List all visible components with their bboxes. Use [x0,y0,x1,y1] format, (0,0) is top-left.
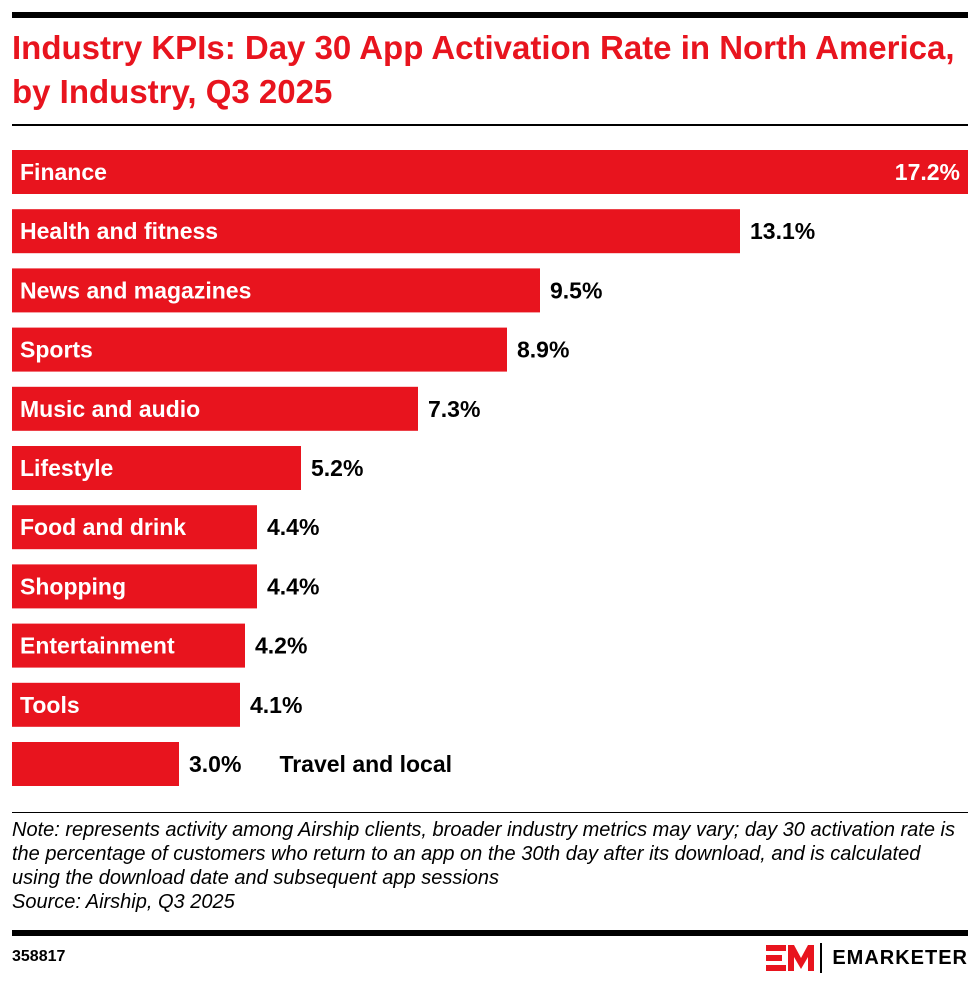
category-label-entertainment: Entertainment [20,633,175,659]
bar-shopping [12,564,257,609]
value-label-entertainment: 4.2% [255,633,307,659]
value-label-health-and-fitness: 13.1% [750,218,815,244]
bar-food-and-drink [12,505,257,550]
brand: EM EMARKETER [766,940,968,976]
bar-entertainment [12,623,245,668]
value-label-lifestyle: 5.2% [311,455,363,481]
category-label-music-and-audio: Music and audio [20,396,200,422]
category-label-shopping: Shopping [20,573,126,599]
value-label-news-and-magazines: 9.5% [550,277,602,303]
title-rule [12,124,968,126]
value-label-travel-and-local: 3.0% [189,751,241,777]
note-rule [12,812,968,813]
value-label-tools: 4.1% [250,692,302,718]
emarketer-logo-icon: EM [766,945,815,971]
category-label-sports: Sports [20,337,93,363]
chart-note: Note: represents activity among Airship … [12,818,962,914]
category-label-lifestyle: Lifestyle [20,455,113,481]
bottom-rule [12,930,968,936]
category-label-tools: Tools [20,692,80,718]
chart-title: Industry KPIs: Day 30 App Activation Rat… [12,29,955,110]
chart-id: 358817 [12,948,66,965]
top-rule [12,12,968,18]
category-label-finance: Finance [20,159,107,185]
value-label-finance: 17.2% [895,159,960,185]
source-text: Source: Airship, Q3 2025 [12,891,235,913]
brand-name: EMARKETER [832,946,968,969]
category-label-food-and-drink: Food and drink [20,514,186,540]
bar-travel-and-local [12,742,179,786]
category-label-news-and-magazines: News and magazines [20,277,251,303]
bar-music-and-audio [12,386,418,431]
brand-separator [820,943,823,973]
bar-health-and-fitness [12,209,740,254]
bar-sports [12,327,507,372]
bar-lifestyle [12,446,301,490]
value-label-shopping: 4.4% [267,573,319,599]
category-label-travel-and-local: Travel and local [279,751,452,777]
category-label-health-and-fitness: Health and fitness [20,218,218,244]
bar-tools [12,682,240,727]
value-label-music-and-audio: 7.3% [428,396,480,422]
note-text: Note: represents activity among Airship … [12,819,955,889]
value-label-sports: 8.9% [517,337,569,363]
bar-finance [12,150,968,194]
value-label-food-and-drink: 4.4% [267,514,319,540]
bar-chart: Finance 17.2% Health and fitness 13.1% News … [12,150,968,786]
bar-news-and-magazines [12,268,540,313]
